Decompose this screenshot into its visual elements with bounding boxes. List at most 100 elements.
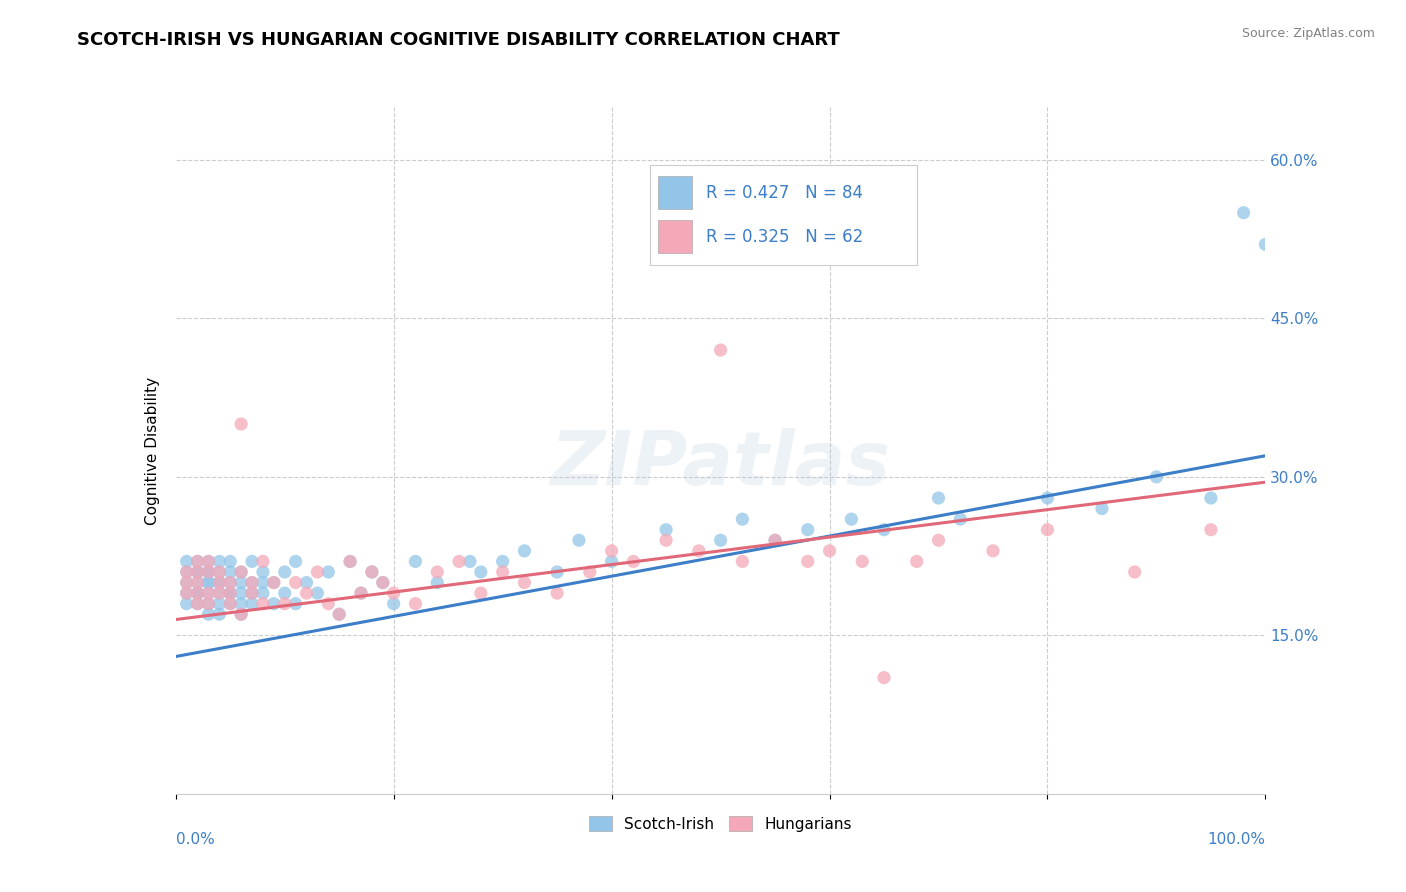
- Point: [263, 575, 285, 590]
- Point: [231, 586, 253, 600]
- Point: [763, 533, 786, 548]
- Point: [240, 554, 263, 568]
- Point: [284, 597, 307, 611]
- Point: [186, 575, 209, 590]
- Point: [263, 575, 285, 590]
- Point: [1199, 491, 1222, 505]
- Point: [818, 544, 841, 558]
- Point: [231, 565, 253, 579]
- Point: [231, 417, 253, 431]
- Point: [426, 565, 449, 579]
- Point: [731, 554, 754, 568]
- Point: [197, 575, 219, 590]
- Point: [949, 512, 972, 526]
- Text: R = 0.325   N = 62: R = 0.325 N = 62: [706, 227, 863, 245]
- Point: [263, 597, 285, 611]
- Point: [186, 554, 209, 568]
- Point: [470, 586, 492, 600]
- Point: [219, 575, 242, 590]
- Point: [405, 597, 427, 611]
- Point: [240, 586, 263, 600]
- Point: [240, 586, 263, 600]
- Point: [252, 586, 274, 600]
- Point: [546, 565, 568, 579]
- Point: [307, 586, 329, 600]
- Point: [447, 554, 470, 568]
- Point: [219, 597, 242, 611]
- Point: [318, 597, 340, 611]
- Point: [873, 523, 896, 537]
- Point: [219, 586, 242, 600]
- Point: [797, 554, 820, 568]
- Point: [208, 597, 231, 611]
- Point: [252, 554, 274, 568]
- Point: [1036, 491, 1059, 505]
- Point: [284, 575, 307, 590]
- Point: [928, 491, 950, 505]
- Point: [274, 597, 297, 611]
- Point: [458, 554, 481, 568]
- Point: [382, 586, 405, 600]
- Point: [252, 575, 274, 590]
- Text: SCOTCH-IRISH VS HUNGARIAN COGNITIVE DISABILITY CORRELATION CHART: SCOTCH-IRISH VS HUNGARIAN COGNITIVE DISA…: [77, 31, 839, 49]
- Point: [176, 597, 198, 611]
- Point: [240, 575, 263, 590]
- Point: [1123, 565, 1146, 579]
- Point: [219, 575, 242, 590]
- Point: [655, 523, 678, 537]
- Point: [186, 586, 209, 600]
- Point: [797, 523, 820, 537]
- Point: [197, 565, 219, 579]
- Point: [405, 554, 427, 568]
- Point: [513, 544, 536, 558]
- Bar: [658, 220, 693, 253]
- Point: [710, 343, 733, 357]
- Point: [219, 586, 242, 600]
- Point: [240, 597, 263, 611]
- Point: [186, 586, 209, 600]
- Point: [197, 565, 219, 579]
- Point: [176, 565, 198, 579]
- Point: [339, 554, 361, 568]
- Point: [361, 565, 384, 579]
- Point: [176, 565, 198, 579]
- Point: [197, 586, 219, 600]
- Point: [197, 597, 219, 611]
- Point: [1091, 501, 1114, 516]
- Point: [219, 586, 242, 600]
- Point: [1254, 237, 1277, 252]
- Point: [186, 565, 209, 579]
- Bar: [658, 177, 693, 210]
- Point: [208, 586, 231, 600]
- Point: [295, 575, 318, 590]
- Point: [579, 565, 602, 579]
- Point: [1233, 205, 1256, 219]
- Point: [655, 533, 678, 548]
- Text: ZIPatlas: ZIPatlas: [551, 427, 890, 500]
- Point: [197, 565, 219, 579]
- Point: [208, 586, 231, 600]
- Legend: Scotch-Irish, Hungarians: Scotch-Irish, Hungarians: [583, 810, 858, 838]
- Point: [426, 575, 449, 590]
- Point: [208, 554, 231, 568]
- Point: [186, 565, 209, 579]
- Y-axis label: Cognitive Disability: Cognitive Disability: [145, 376, 160, 524]
- Point: [176, 575, 198, 590]
- Point: [470, 565, 492, 579]
- Point: [328, 607, 350, 622]
- Point: [873, 671, 896, 685]
- Point: [197, 554, 219, 568]
- Point: [208, 575, 231, 590]
- Point: [240, 575, 263, 590]
- Point: [231, 607, 253, 622]
- Point: [350, 586, 373, 600]
- Point: [219, 565, 242, 579]
- Point: [928, 533, 950, 548]
- Text: R = 0.427   N = 84: R = 0.427 N = 84: [706, 184, 863, 202]
- Point: [197, 554, 219, 568]
- Point: [186, 597, 209, 611]
- Text: 0.0%: 0.0%: [176, 831, 215, 847]
- Point: [851, 554, 873, 568]
- Point: [252, 565, 274, 579]
- Point: [231, 597, 253, 611]
